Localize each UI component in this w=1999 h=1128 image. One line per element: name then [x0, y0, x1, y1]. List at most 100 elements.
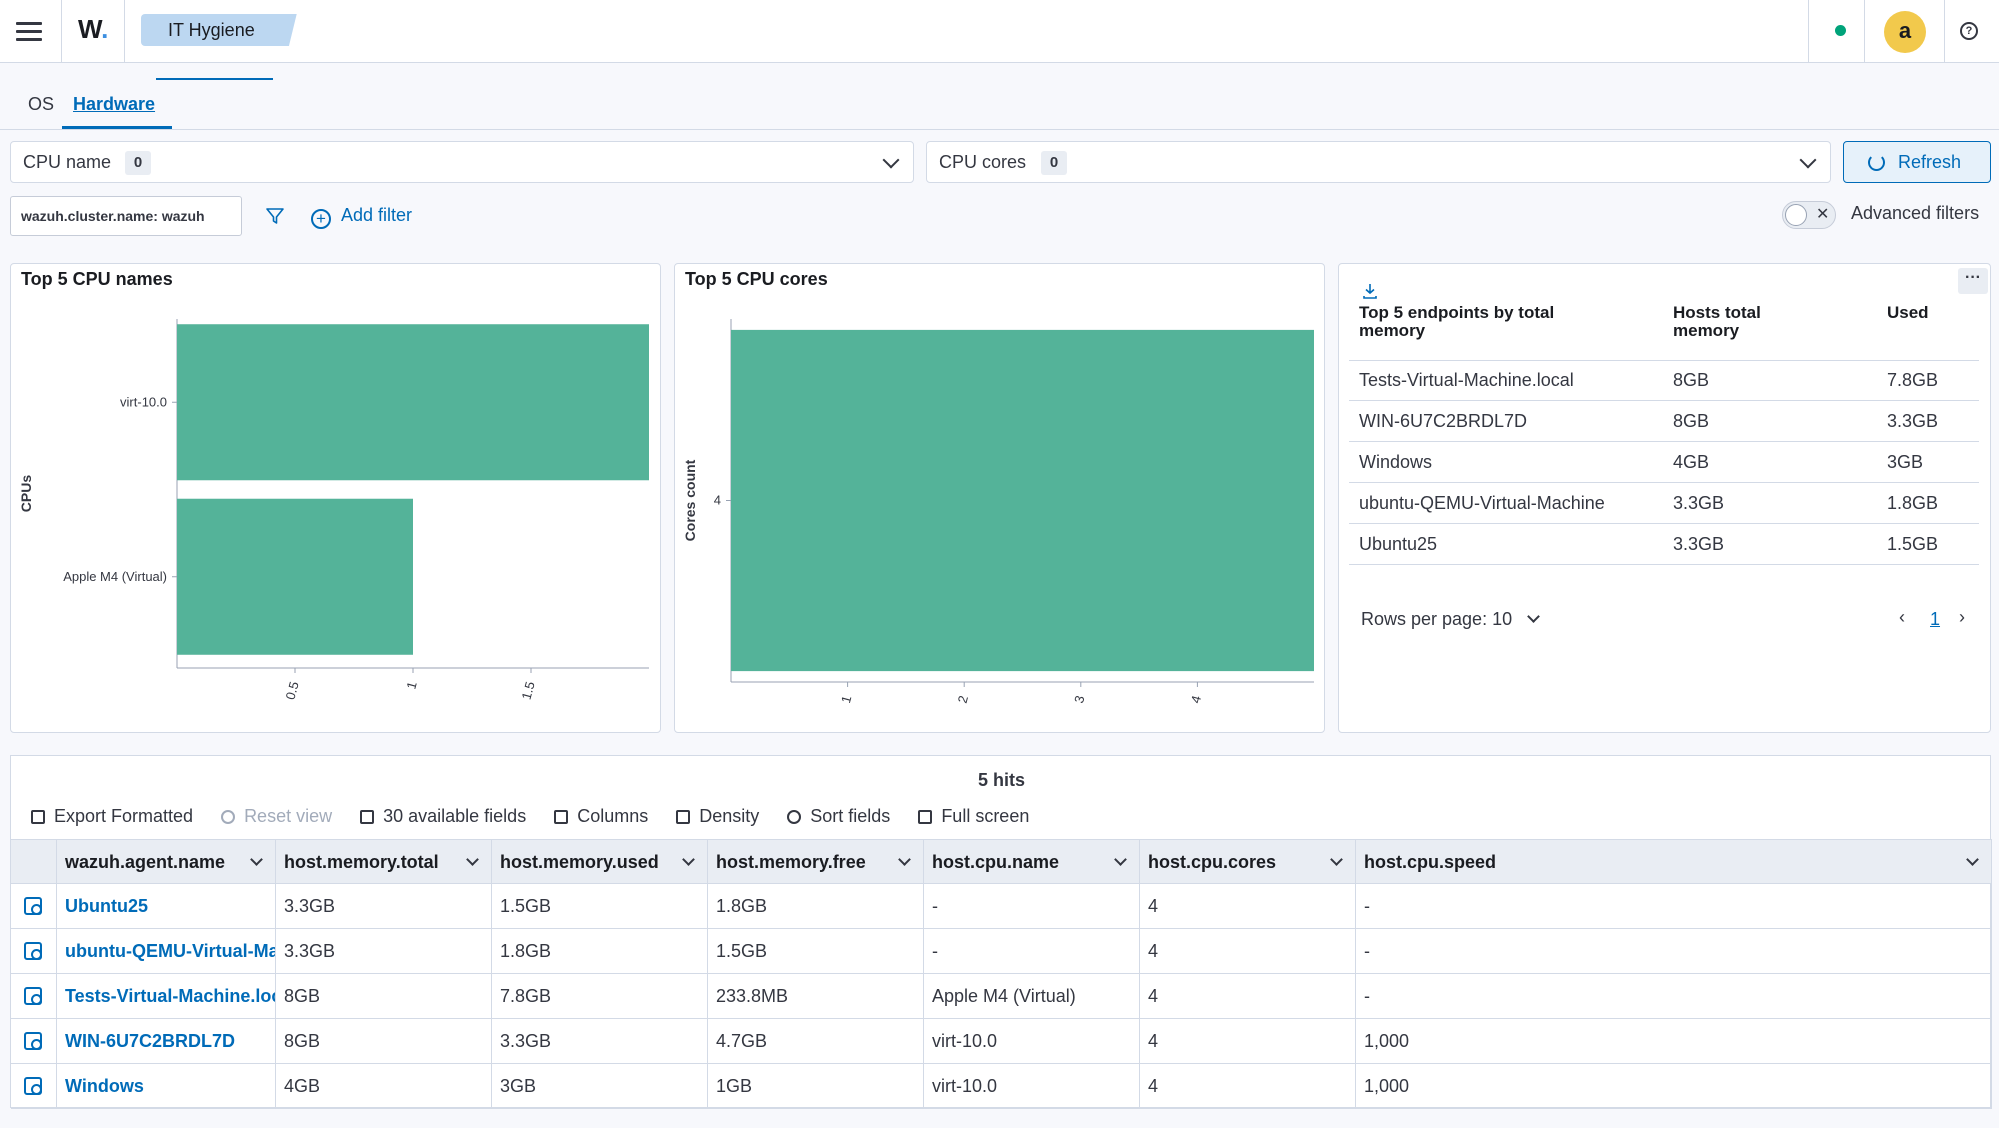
- inspect-document-icon[interactable]: [24, 897, 42, 915]
- cpu-name-filter[interactable]: CPU name 0: [10, 141, 914, 183]
- bar[interactable]: [731, 329, 1314, 672]
- grid-header-row: wazuh.agent.name host.memory.total host.me…: [11, 839, 1992, 884]
- column-header[interactable]: wazuh.agent.name: [57, 840, 276, 883]
- header-divider: [1349, 360, 1979, 361]
- refresh-button[interactable]: Refresh: [1843, 141, 1991, 183]
- tab-os[interactable]: OS: [28, 94, 55, 114]
- filter-icon[interactable]: [265, 206, 285, 226]
- inspect-document-icon[interactable]: [24, 942, 42, 960]
- download-icon[interactable]: [1361, 282, 1379, 300]
- table-cell: 1.8GB: [708, 884, 924, 928]
- columns-label: Columns: [577, 806, 649, 826]
- chevron-down-icon[interactable]: [682, 853, 695, 866]
- x-tick-label: 2: [955, 694, 971, 705]
- add-filter-button[interactable]: + Add filter: [311, 205, 412, 229]
- table-row: Windows 4GB 3GB 1GB virt-10.0 4 1,000: [11, 1064, 1992, 1109]
- memory-table-cell: 8GB: [1673, 411, 1710, 431]
- chevron-down-icon[interactable]: [1330, 853, 1343, 866]
- column-header[interactable]: host.cpu.cores: [1140, 840, 1356, 883]
- avatar[interactable]: a: [1884, 11, 1926, 53]
- inspect-document-icon[interactable]: [24, 987, 42, 1005]
- mem-col-header[interactable]: Top 5 endpoints by total memory: [1359, 303, 1555, 340]
- table-cell: 1.5GB: [708, 929, 924, 973]
- control-column-header: [11, 840, 57, 883]
- agent-name-link[interactable]: Ubuntu25: [57, 884, 276, 928]
- mem-col-header[interactable]: Used: [1887, 303, 1929, 322]
- memory-table-cell: 3GB: [1887, 452, 1924, 472]
- available-fields-button[interactable]: 30 available fields: [360, 806, 526, 827]
- agent-name-link[interactable]: ubuntu-QEMU-Virtual-Machi: [57, 929, 276, 973]
- export-icon: [31, 809, 45, 824]
- chevron-down-icon: [882, 151, 900, 169]
- table-cell: 233.8MB: [708, 974, 924, 1018]
- export-label: Export Formatted: [54, 806, 194, 826]
- reset-view-button[interactable]: Reset view: [221, 806, 332, 827]
- table-cell: Apple M4 (Virtual): [924, 974, 1140, 1018]
- memory-table-row: ubuntu-QEMU-Virtual-Machine 3.3GB 1.8GB: [1349, 483, 1979, 524]
- chevron-down-icon[interactable]: [898, 853, 911, 866]
- fields-icon: [360, 809, 375, 824]
- inspect-document-icon[interactable]: [24, 1032, 42, 1050]
- menu-icon[interactable]: [16, 18, 42, 44]
- page-number-link[interactable]: 1: [1930, 609, 1941, 629]
- tab-hardware[interactable]: Hardware: [73, 94, 156, 114]
- table-cell: 8GB: [276, 974, 492, 1018]
- list-icon: [554, 809, 569, 824]
- agent-name-link[interactable]: WIN-6U7C2BRDL7D: [57, 1019, 276, 1063]
- memory-table-cell: 1.5GB: [1887, 534, 1939, 554]
- full-screen-button[interactable]: Full screen: [918, 806, 1029, 827]
- sort-fields-button[interactable]: Sort fields: [787, 806, 890, 827]
- breadcrumb-underline: [156, 78, 273, 80]
- table-cell: 4GB: [276, 1064, 492, 1108]
- cpu-names-panel: Top 5 CPU names virt-10.0 Apple M4 (Virtu…: [10, 263, 661, 733]
- chevron-right-icon[interactable]: ›: [1959, 607, 1965, 627]
- export-formatted-button[interactable]: Export Formatted: [31, 806, 193, 827]
- column-header-label: host.cpu.cores: [1148, 852, 1277, 872]
- breadcrumb[interactable]: IT Hygiene: [141, 14, 297, 46]
- table-cell: 3.3GB: [492, 1019, 708, 1063]
- column-header-label: wazuh.agent.name: [65, 852, 226, 872]
- more-options-icon[interactable]: ···: [1958, 268, 1988, 294]
- plus-circle-icon: +: [311, 209, 331, 229]
- inspect-document-icon[interactable]: [24, 1077, 42, 1095]
- bar[interactable]: [177, 498, 413, 655]
- chevron-down-icon[interactable]: [1114, 853, 1127, 866]
- chevron-down-icon[interactable]: [1966, 853, 1979, 866]
- column-header[interactable]: host.cpu.speed: [1356, 840, 1992, 883]
- chevron-down-icon[interactable]: [466, 853, 479, 866]
- density-label: Density: [699, 806, 760, 826]
- agent-name-link[interactable]: Tests-Virtual-Machine.local: [57, 974, 276, 1018]
- active-tab-indicator: [62, 126, 172, 129]
- memory-table-cell: Tests-Virtual-Machine.local: [1359, 370, 1574, 390]
- rows-per-page-button[interactable]: Rows per page: 10: [1361, 609, 1540, 630]
- column-header[interactable]: host.memory.free: [708, 840, 924, 883]
- table-cell: 4: [1140, 1019, 1356, 1063]
- column-header-label: host.memory.total: [284, 852, 439, 872]
- table-row: ubuntu-QEMU-Virtual-Machi3.3GB1.8GB1.5GB…: [11, 929, 1992, 974]
- app-logo[interactable]: W.: [78, 14, 109, 44]
- memory-table-row: Ubuntu25 3.3GB 1.5GB: [1349, 524, 1979, 565]
- density-button[interactable]: Density: [676, 806, 759, 827]
- column-header[interactable]: host.memory.total: [276, 840, 492, 883]
- columns-button[interactable]: Columns: [554, 806, 648, 827]
- chevron-left-icon[interactable]: ‹: [1899, 607, 1905, 627]
- header-divider: [61, 0, 62, 63]
- table-row: WIN-6U7C2BRDL7D 8GB 3.3GB 4.7GB virt-10.0 4 1,…: [11, 1019, 1992, 1064]
- chevron-down-icon[interactable]: [250, 853, 263, 866]
- sort-label: Sort fields: [810, 806, 891, 826]
- cpu-cores-chart: 4 1 2 3 4 Cores count: [682, 319, 1314, 705]
- y-tick-label: Apple M4 (Virtual): [63, 569, 167, 584]
- chevron-down-icon: [1799, 151, 1817, 169]
- header-divider: [1808, 0, 1809, 63]
- agent-name-link[interactable]: Windows: [57, 1064, 276, 1108]
- x-tick-label: 1: [838, 694, 854, 705]
- mem-col-header[interactable]: Hosts total memory: [1673, 303, 1761, 340]
- column-header[interactable]: host.memory.used: [492, 840, 708, 883]
- cpu-cores-filter[interactable]: CPU cores 0: [926, 141, 1831, 183]
- column-header[interactable]: host.cpu.name: [924, 840, 1140, 883]
- table-cell: 8GB: [276, 1019, 492, 1063]
- bar[interactable]: [177, 324, 649, 481]
- query-filter-pill[interactable]: wazuh.cluster.name: wazuh: [10, 196, 242, 236]
- advanced-filters-toggle[interactable]: ✕: [1782, 201, 1836, 229]
- help-icon[interactable]: ?: [1960, 22, 1978, 40]
